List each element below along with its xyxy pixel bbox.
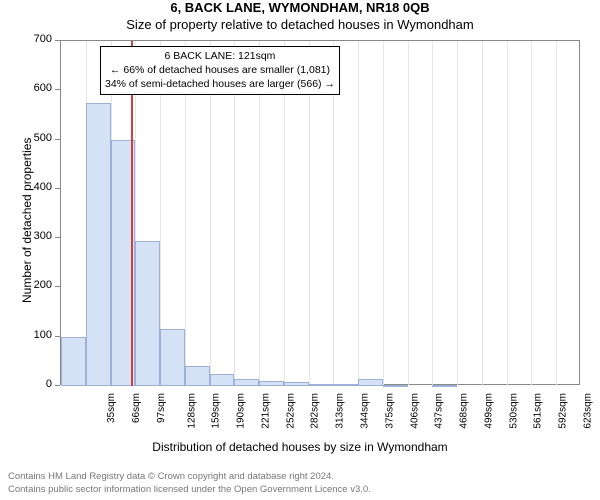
y-tick-label: 0 <box>22 378 52 390</box>
chart-address-title: 6, BACK LANE, WYMONDHAM, NR18 0QB <box>0 0 600 15</box>
annotation-line: 34% of semi-detached houses are larger (… <box>105 77 335 91</box>
y-tick-label: 300 <box>22 230 52 242</box>
y-tick-label: 500 <box>22 132 52 144</box>
x-tick-label: 623sqm <box>582 393 593 429</box>
y-tick-label: 100 <box>22 329 52 341</box>
y-tick-mark <box>55 237 60 238</box>
y-tick-mark <box>55 188 60 189</box>
x-tick-label: 66sqm <box>131 393 142 423</box>
histogram-bar <box>309 384 334 386</box>
histogram-bar <box>259 381 284 386</box>
grid-line <box>482 41 483 386</box>
footer-attribution: Contains HM Land Registry data © Crown c… <box>8 471 371 496</box>
histogram-bar <box>86 103 111 386</box>
grid-line <box>383 41 384 386</box>
histogram-bar <box>135 241 160 386</box>
chart-subtitle: Size of property relative to detached ho… <box>0 17 600 32</box>
y-tick-mark <box>55 286 60 287</box>
x-tick-label: 35sqm <box>106 393 117 423</box>
x-tick-label: 159sqm <box>211 393 222 429</box>
footer-line-1: Contains HM Land Registry data © Crown c… <box>8 471 371 483</box>
annotation-line: ← 66% of detached houses are smaller (1,… <box>105 63 335 77</box>
y-tick-label: 600 <box>22 82 52 94</box>
grid-line <box>556 41 557 386</box>
grid-line <box>457 41 458 386</box>
x-tick-label: 561sqm <box>533 393 544 429</box>
y-tick-label: 400 <box>22 181 52 193</box>
histogram-bar <box>234 379 259 386</box>
grid-line <box>408 41 409 386</box>
annotation-line: 6 BACK LANE: 121sqm <box>105 49 335 63</box>
histogram-bar <box>432 385 457 387</box>
x-tick-label: 344sqm <box>360 393 371 429</box>
histogram-bar <box>185 366 210 386</box>
x-tick-label: 468sqm <box>459 393 470 429</box>
grid-line <box>432 41 433 386</box>
footer-line-2: Contains public sector information licen… <box>8 484 371 496</box>
histogram-bar <box>160 329 185 386</box>
y-tick-label: 200 <box>22 279 52 291</box>
x-tick-label: 221sqm <box>261 393 272 429</box>
x-tick-label: 406sqm <box>409 393 420 429</box>
histogram-bar <box>210 374 235 386</box>
x-tick-label: 530sqm <box>508 393 519 429</box>
y-tick-mark <box>55 139 60 140</box>
histogram-bar <box>284 382 309 386</box>
histogram-bar <box>358 379 383 386</box>
histogram-bar <box>383 385 408 387</box>
grid-line <box>358 41 359 386</box>
x-tick-label: 592sqm <box>558 393 569 429</box>
y-tick-mark <box>55 385 60 386</box>
x-tick-label: 499sqm <box>483 393 494 429</box>
x-tick-label: 375sqm <box>384 393 395 429</box>
grid-line <box>531 41 532 386</box>
y-tick-mark <box>55 89 60 90</box>
x-axis-label: Distribution of detached houses by size … <box>0 440 600 454</box>
grid-line <box>507 41 508 386</box>
y-tick-label: 700 <box>22 33 52 45</box>
x-tick-label: 252sqm <box>285 393 296 429</box>
y-tick-mark <box>55 336 60 337</box>
y-axis-label: Number of detached properties <box>20 137 34 302</box>
x-tick-label: 97sqm <box>156 393 167 423</box>
x-tick-label: 437sqm <box>434 393 445 429</box>
x-tick-label: 282sqm <box>310 393 321 429</box>
histogram-bar <box>333 384 358 386</box>
annotation-box: 6 BACK LANE: 121sqm← 66% of detached hou… <box>100 46 340 95</box>
x-tick-label: 190sqm <box>236 393 247 429</box>
x-tick-label: 313sqm <box>335 393 346 429</box>
histogram-bar <box>61 337 86 386</box>
y-tick-mark <box>55 40 60 41</box>
x-tick-label: 128sqm <box>186 393 197 429</box>
